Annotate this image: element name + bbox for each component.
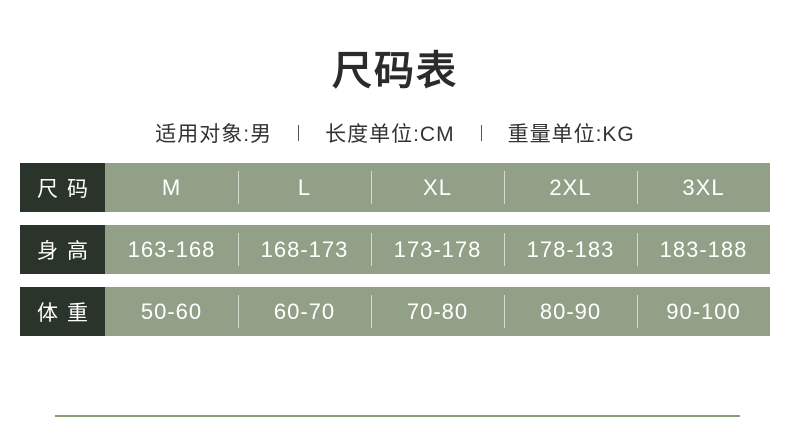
table-cell: 173-178: [371, 225, 504, 274]
table-cell: 80-90: [504, 287, 637, 336]
size-table: 尺码 M L XL 2XL 3XL 身高 163-168 168-173 173-178 178-1…: [20, 163, 770, 336]
meta-divider: [298, 125, 300, 141]
table-row-weight: 体重 50-60 60-70 70-80 80-90 90-100: [20, 287, 770, 336]
table-cell: L: [238, 163, 371, 212]
meta-row: 适用对象:男 长度单位:CM 重量单位:KG: [0, 118, 790, 148]
table-cell: 3XL: [637, 163, 770, 212]
row-header-label: 尺码: [20, 163, 105, 212]
table-cell: 183-188: [637, 225, 770, 274]
table-cell: 50-60: [105, 287, 238, 336]
table-row-size: 尺码 M L XL 2XL 3XL: [20, 163, 770, 212]
table-cell: 70-80: [371, 287, 504, 336]
row-header-label: 体重: [20, 287, 105, 336]
table-cell: 168-173: [238, 225, 371, 274]
table-cell: 2XL: [504, 163, 637, 212]
table-cell: XL: [371, 163, 504, 212]
meta-length-unit: 长度单位:CM: [325, 123, 455, 146]
table-cell: 60-70: [238, 287, 371, 336]
table-cell: 163-168: [105, 225, 238, 274]
meta-divider: [480, 125, 482, 141]
table-cell: 178-183: [504, 225, 637, 274]
table-cell: 90-100: [637, 287, 770, 336]
table-row-height: 身高 163-168 168-173 173-178 178-183 183-188: [20, 225, 770, 274]
page-title: 尺码表: [332, 49, 458, 93]
table-cell: M: [105, 163, 238, 212]
meta-weight-unit: 重量单位:KG: [507, 123, 635, 146]
bottom-divider-line: [55, 415, 740, 417]
row-header-label: 身高: [20, 225, 105, 274]
meta-target-audience: 适用对象:男: [155, 123, 273, 146]
